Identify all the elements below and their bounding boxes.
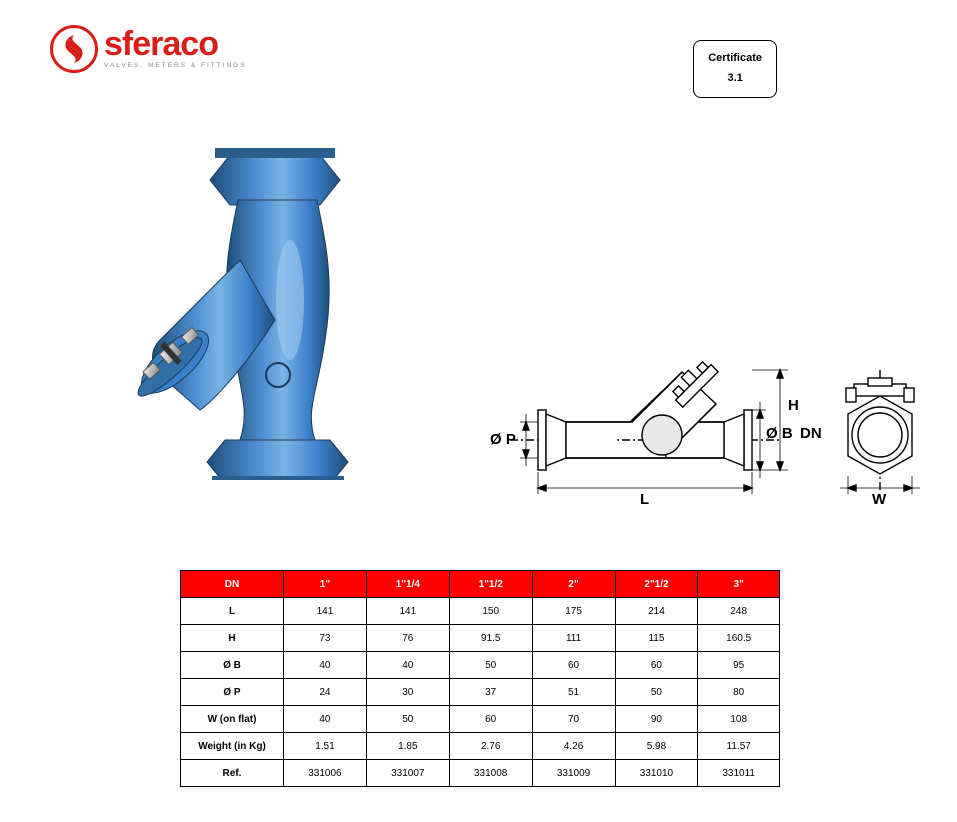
table-header-cell: 3" — [698, 571, 780, 598]
table-cell: 331007 — [366, 760, 449, 787]
table-row-label: Ref. — [181, 760, 284, 787]
table-cell: 175 — [532, 598, 615, 625]
table-cell: 95 — [698, 652, 780, 679]
dim-label-h: H — [788, 397, 799, 414]
table-cell: 331008 — [449, 760, 532, 787]
certificate-value: 3.1 — [708, 69, 762, 89]
product-image — [120, 140, 420, 480]
table-cell: 115 — [615, 625, 698, 652]
table-cell: 50 — [615, 679, 698, 706]
spec-table: DN1"1"1/41"1/22"2"1/23" L141141150175214… — [180, 570, 780, 787]
brand-tagline: VALVES, METERS & FITTINGS — [104, 62, 247, 69]
brand-name: sferaco — [104, 29, 247, 60]
table-header-cell: 1" — [284, 571, 367, 598]
table-row-label: Ø P — [181, 679, 284, 706]
table-row: Ref.331006331007331008331009331010331011 — [181, 760, 780, 787]
table-cell: 160.5 — [698, 625, 780, 652]
table-cell: 2.76 — [449, 733, 532, 760]
table-row-label: H — [181, 625, 284, 652]
technical-diagram: H Ø P Ø B DN L W — [490, 310, 930, 510]
table-cell: 80 — [698, 679, 780, 706]
table-row: H737691.5111115160.5 — [181, 625, 780, 652]
table-cell: 40 — [284, 652, 367, 679]
dim-label-ob: Ø B — [766, 425, 793, 442]
table-row: W (on flat)4050607090108 — [181, 706, 780, 733]
table-row: Weight (in Kg)1.511.852.764.265.9811.57 — [181, 733, 780, 760]
table-row: Ø P243037515080 — [181, 679, 780, 706]
table-cell: 91.5 — [449, 625, 532, 652]
table-row-label: Weight (in Kg) — [181, 733, 284, 760]
table-cell: 40 — [366, 652, 449, 679]
table-cell: 76 — [366, 625, 449, 652]
table-row-label: L — [181, 598, 284, 625]
table-cell: 30 — [366, 679, 449, 706]
dim-label-l: L — [640, 491, 649, 508]
logo: sferaco VALVES, METERS & FITTINGS — [50, 25, 247, 73]
table-cell: 4.26 — [532, 733, 615, 760]
table-cell: 37 — [449, 679, 532, 706]
logo-icon — [50, 25, 98, 73]
table-cell: 331006 — [284, 760, 367, 787]
table-row-label: Ø B — [181, 652, 284, 679]
table-cell: 40 — [284, 706, 367, 733]
table-cell: 1.85 — [366, 733, 449, 760]
certificate-title: Certificate — [708, 49, 762, 69]
table-row: Ø B404050606095 — [181, 652, 780, 679]
table-cell: 1.51 — [284, 733, 367, 760]
table-cell: 141 — [366, 598, 449, 625]
table-cell: 214 — [615, 598, 698, 625]
table-cell: 331009 — [532, 760, 615, 787]
dim-label-w: W — [872, 491, 887, 508]
table-header-cell: 2"1/2 — [615, 571, 698, 598]
table-cell: 5.98 — [615, 733, 698, 760]
table-cell: 248 — [698, 598, 780, 625]
table-row-label: W (on flat) — [181, 706, 284, 733]
table-cell: 141 — [284, 598, 367, 625]
table-cell: 11.57 — [698, 733, 780, 760]
table-cell: 60 — [615, 652, 698, 679]
table-header-cell: DN — [181, 571, 284, 598]
table-cell: 150 — [449, 598, 532, 625]
table-cell: 50 — [449, 652, 532, 679]
table-cell: 51 — [532, 679, 615, 706]
table-cell: 70 — [532, 706, 615, 733]
table-cell: 50 — [366, 706, 449, 733]
table-cell: 111 — [532, 625, 615, 652]
table-header-cell: 2" — [532, 571, 615, 598]
dim-label-op: Ø P — [490, 431, 516, 448]
table-cell: 24 — [284, 679, 367, 706]
table-row: L141141150175214248 — [181, 598, 780, 625]
table-cell: 60 — [449, 706, 532, 733]
table-cell: 331011 — [698, 760, 780, 787]
table-cell: 108 — [698, 706, 780, 733]
table-cell: 90 — [615, 706, 698, 733]
certificate-box: Certificate 3.1 — [693, 40, 777, 98]
table-cell: 60 — [532, 652, 615, 679]
table-header-cell: 1"1/4 — [366, 571, 449, 598]
table-cell: 331010 — [615, 760, 698, 787]
table-header-cell: 1"1/2 — [449, 571, 532, 598]
dim-label-dn: DN — [800, 425, 822, 442]
table-cell: 73 — [284, 625, 367, 652]
